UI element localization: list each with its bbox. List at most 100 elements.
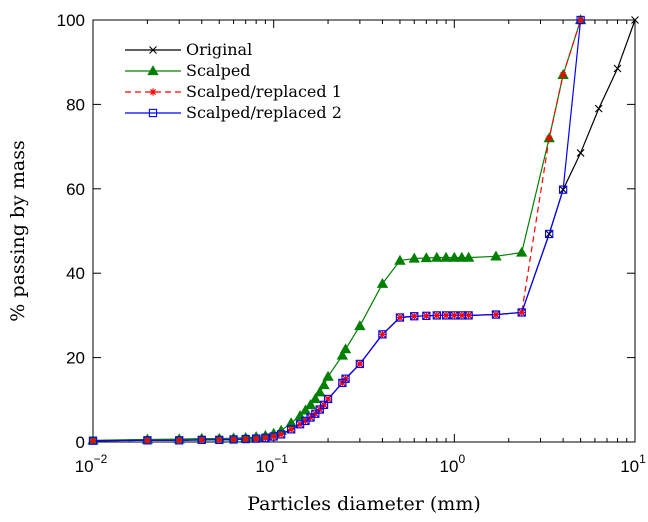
y-axis-label: % passing by mass: [7, 140, 29, 321]
data-point: [252, 434, 261, 443]
data-point: [440, 251, 452, 262]
data-point: [175, 436, 184, 445]
x-axis-label: Particles diameter (mm): [247, 493, 481, 515]
data-point: [261, 433, 270, 442]
series-layer: [92, 19, 636, 442]
data-point: [314, 386, 326, 397]
data-point: [631, 16, 639, 24]
data-point: [287, 425, 295, 433]
data-point: [215, 435, 224, 445]
data-point: [296, 420, 304, 428]
legend-label: Scalped/replaced 1: [186, 82, 342, 101]
data-point: [143, 436, 152, 445]
data-point: [431, 251, 443, 262]
data-point: [422, 311, 431, 320]
legend-label: Original: [186, 40, 252, 59]
series-line-1: [92, 19, 636, 442]
data-point: [559, 185, 567, 194]
data-point: [458, 311, 466, 319]
data-point: [175, 436, 183, 444]
y-tick-label: 0: [76, 433, 85, 452]
data-point: [576, 149, 585, 157]
data-point: [261, 434, 269, 442]
data-point: [270, 432, 278, 441]
data-point: [577, 16, 585, 24]
data-point: [410, 312, 419, 321]
data-point: [517, 308, 526, 317]
data-point: [197, 435, 206, 445]
data-point: [318, 379, 330, 390]
data-point: [456, 251, 468, 262]
plot-area: [92, 19, 636, 443]
y-tick-label: 80: [66, 95, 85, 114]
data-point: [378, 330, 387, 339]
data-point: [594, 104, 603, 113]
legend-item: Original: [125, 40, 252, 59]
data-point: [89, 437, 97, 445]
data-point: [143, 436, 151, 444]
data-point: [558, 185, 568, 194]
data-point: [490, 250, 502, 261]
y-tick-label: 20: [66, 349, 85, 368]
data-point: [198, 436, 206, 444]
data-point: [422, 312, 430, 320]
data-point: [613, 64, 622, 73]
y-tick-label: 40: [66, 264, 85, 283]
data-point: [545, 230, 554, 238]
data-point: [304, 399, 317, 410]
data-point: [277, 430, 285, 439]
data-point: [441, 311, 451, 320]
data-point: [465, 311, 473, 319]
data-point: [442, 311, 450, 319]
data-point: [448, 251, 461, 262]
data-point: [492, 310, 500, 319]
data-point: [324, 395, 332, 403]
y-tick-label: 100: [57, 11, 85, 30]
data-point: [420, 252, 433, 263]
legend-marker: [147, 65, 159, 76]
data-point: [311, 409, 320, 418]
data-point: [376, 277, 389, 288]
y-tick-label: 60: [66, 180, 85, 199]
data-point: [287, 425, 296, 434]
data-point: [309, 393, 321, 404]
data-point: [242, 435, 250, 443]
data-point: [341, 374, 350, 383]
x-tick-label: 10−1: [255, 452, 288, 476]
series-markers-3: [89, 16, 585, 445]
legend-marker: [149, 88, 157, 96]
data-point: [323, 394, 333, 404]
data-point: [354, 320, 366, 331]
data-point: [410, 312, 418, 320]
data-point: [339, 343, 352, 354]
data-point: [396, 313, 404, 322]
data-point: [559, 71, 567, 79]
y-axis: 0 20 40 60 80 100: [57, 11, 635, 452]
data-point: [229, 435, 238, 444]
series-markers-2: [87, 14, 587, 445]
series-markers-4: [88, 15, 585, 445]
data-point: [252, 435, 260, 443]
data-point: [464, 311, 473, 320]
legend-marker: [149, 46, 157, 54]
x-tick-label: 100: [440, 452, 466, 476]
data-point: [315, 405, 324, 414]
legend-item: Scalped: [125, 61, 251, 80]
data-point: [378, 330, 387, 338]
data-point: [432, 311, 441, 320]
data-point: [322, 370, 334, 381]
x-tick-label: 101: [620, 452, 646, 476]
data-point: [215, 436, 223, 444]
data-point: [229, 435, 238, 444]
data-point: [299, 404, 312, 415]
markers-layer: [87, 14, 639, 445]
x-tick-label: 10−2: [75, 452, 108, 476]
data-point: [336, 349, 349, 360]
legend-item: Scalped/replaced 2: [125, 103, 342, 122]
data-point: [576, 15, 585, 25]
data-point: [356, 360, 364, 368]
data-point: [545, 229, 554, 239]
data-point: [88, 436, 98, 445]
legend-label: Scalped/replaced 2: [186, 103, 342, 122]
